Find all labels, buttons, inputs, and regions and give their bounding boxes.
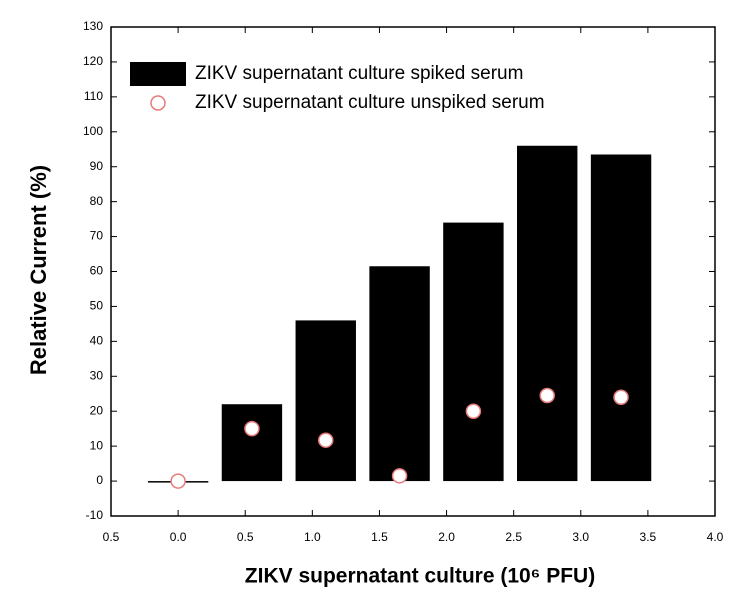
y-tick-label: 40 <box>90 334 104 348</box>
bar <box>221 404 283 482</box>
y-tick-label: 30 <box>90 368 104 382</box>
scatter-point <box>539 387 555 404</box>
x-tick-label: 1.5 <box>371 530 388 544</box>
x-tick-label: 2.0 <box>438 530 455 544</box>
y-tick-label: 100 <box>83 124 103 138</box>
bar <box>443 222 504 482</box>
scatter-point <box>170 473 186 489</box>
scatter-point <box>465 403 482 419</box>
y-tick-label: 70 <box>90 229 104 243</box>
scatter-point <box>613 389 629 405</box>
x-axis-label: ZIKV supernatant culture (10⁶ PFU) <box>245 565 595 588</box>
y-tick-label: 60 <box>90 264 104 278</box>
x-tick-label: 0.5 <box>103 530 120 544</box>
y-axis-label: Relative Current (%) <box>26 165 51 375</box>
bar <box>590 154 652 482</box>
legend-swatch <box>150 95 166 111</box>
bar <box>295 320 356 482</box>
y-tick-label: 110 <box>84 89 103 103</box>
x-tick-label: 0.5 <box>237 530 254 544</box>
y-tick-label: 10 <box>90 438 104 452</box>
y-tick-label: 120 <box>83 54 103 68</box>
x-tick-label: 3.0 <box>572 530 589 544</box>
legend-swatch <box>130 62 186 86</box>
x-tick-label: 2.5 <box>505 530 522 544</box>
y-tick-label: 0 <box>96 473 103 487</box>
bar <box>517 145 578 482</box>
scatter-point <box>391 468 408 484</box>
y-tick-label: -10 <box>86 508 104 522</box>
y-tick-label: 20 <box>90 403 104 417</box>
x-tick-label: 4.0 <box>707 530 724 544</box>
scatter-point <box>244 420 260 437</box>
y-tick-label: 90 <box>90 159 104 173</box>
y-tick-label: 50 <box>90 299 104 313</box>
scatter-point <box>318 432 334 448</box>
y-tick-label: 130 <box>83 19 103 33</box>
x-tick-label: 0.0 <box>170 530 187 544</box>
y-tick-label: 80 <box>90 194 104 208</box>
legend-label: ZIKV supernatant culture spiked serum <box>195 63 523 84</box>
x-tick-label: 1.0 <box>304 530 321 544</box>
x-tick-label: 3.5 <box>640 530 657 544</box>
bar <box>369 266 430 482</box>
legend-label: ZIKV supernatant culture unspiked serum <box>195 92 545 113</box>
